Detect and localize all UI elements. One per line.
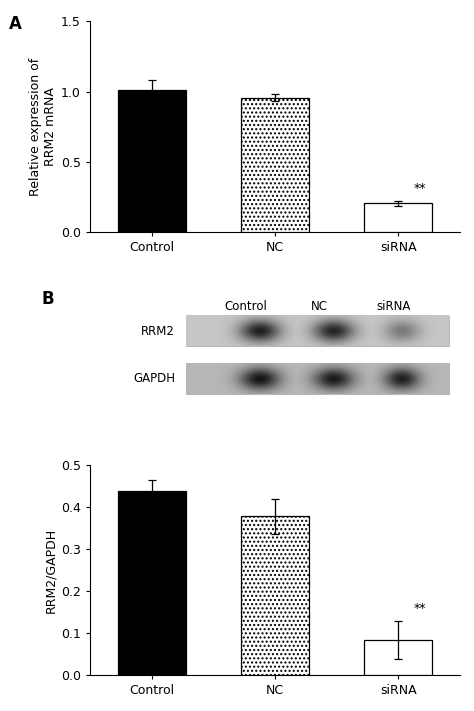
Bar	[241, 516, 309, 675]
Text: **: **	[414, 602, 427, 616]
Bar	[118, 491, 186, 675]
Text: A: A	[9, 15, 22, 33]
Text: RRM2: RRM2	[141, 325, 175, 338]
Bar	[364, 203, 432, 232]
Bar	[186, 363, 449, 394]
Text: siRNA: siRNA	[376, 300, 410, 313]
Bar	[186, 316, 449, 346]
Text: B: B	[42, 290, 55, 308]
Y-axis label: Relative expression of
RRM2 mRNA: Relative expression of RRM2 mRNA	[29, 58, 57, 196]
Y-axis label: RRM2/GAPDH: RRM2/GAPDH	[44, 528, 57, 613]
Text: GAPDH: GAPDH	[133, 372, 175, 385]
Bar	[118, 90, 186, 232]
Text: **: **	[414, 182, 427, 196]
Bar	[364, 640, 432, 675]
Text: NC: NC	[311, 300, 328, 313]
Text: Control: Control	[224, 300, 267, 313]
Bar	[241, 98, 309, 232]
